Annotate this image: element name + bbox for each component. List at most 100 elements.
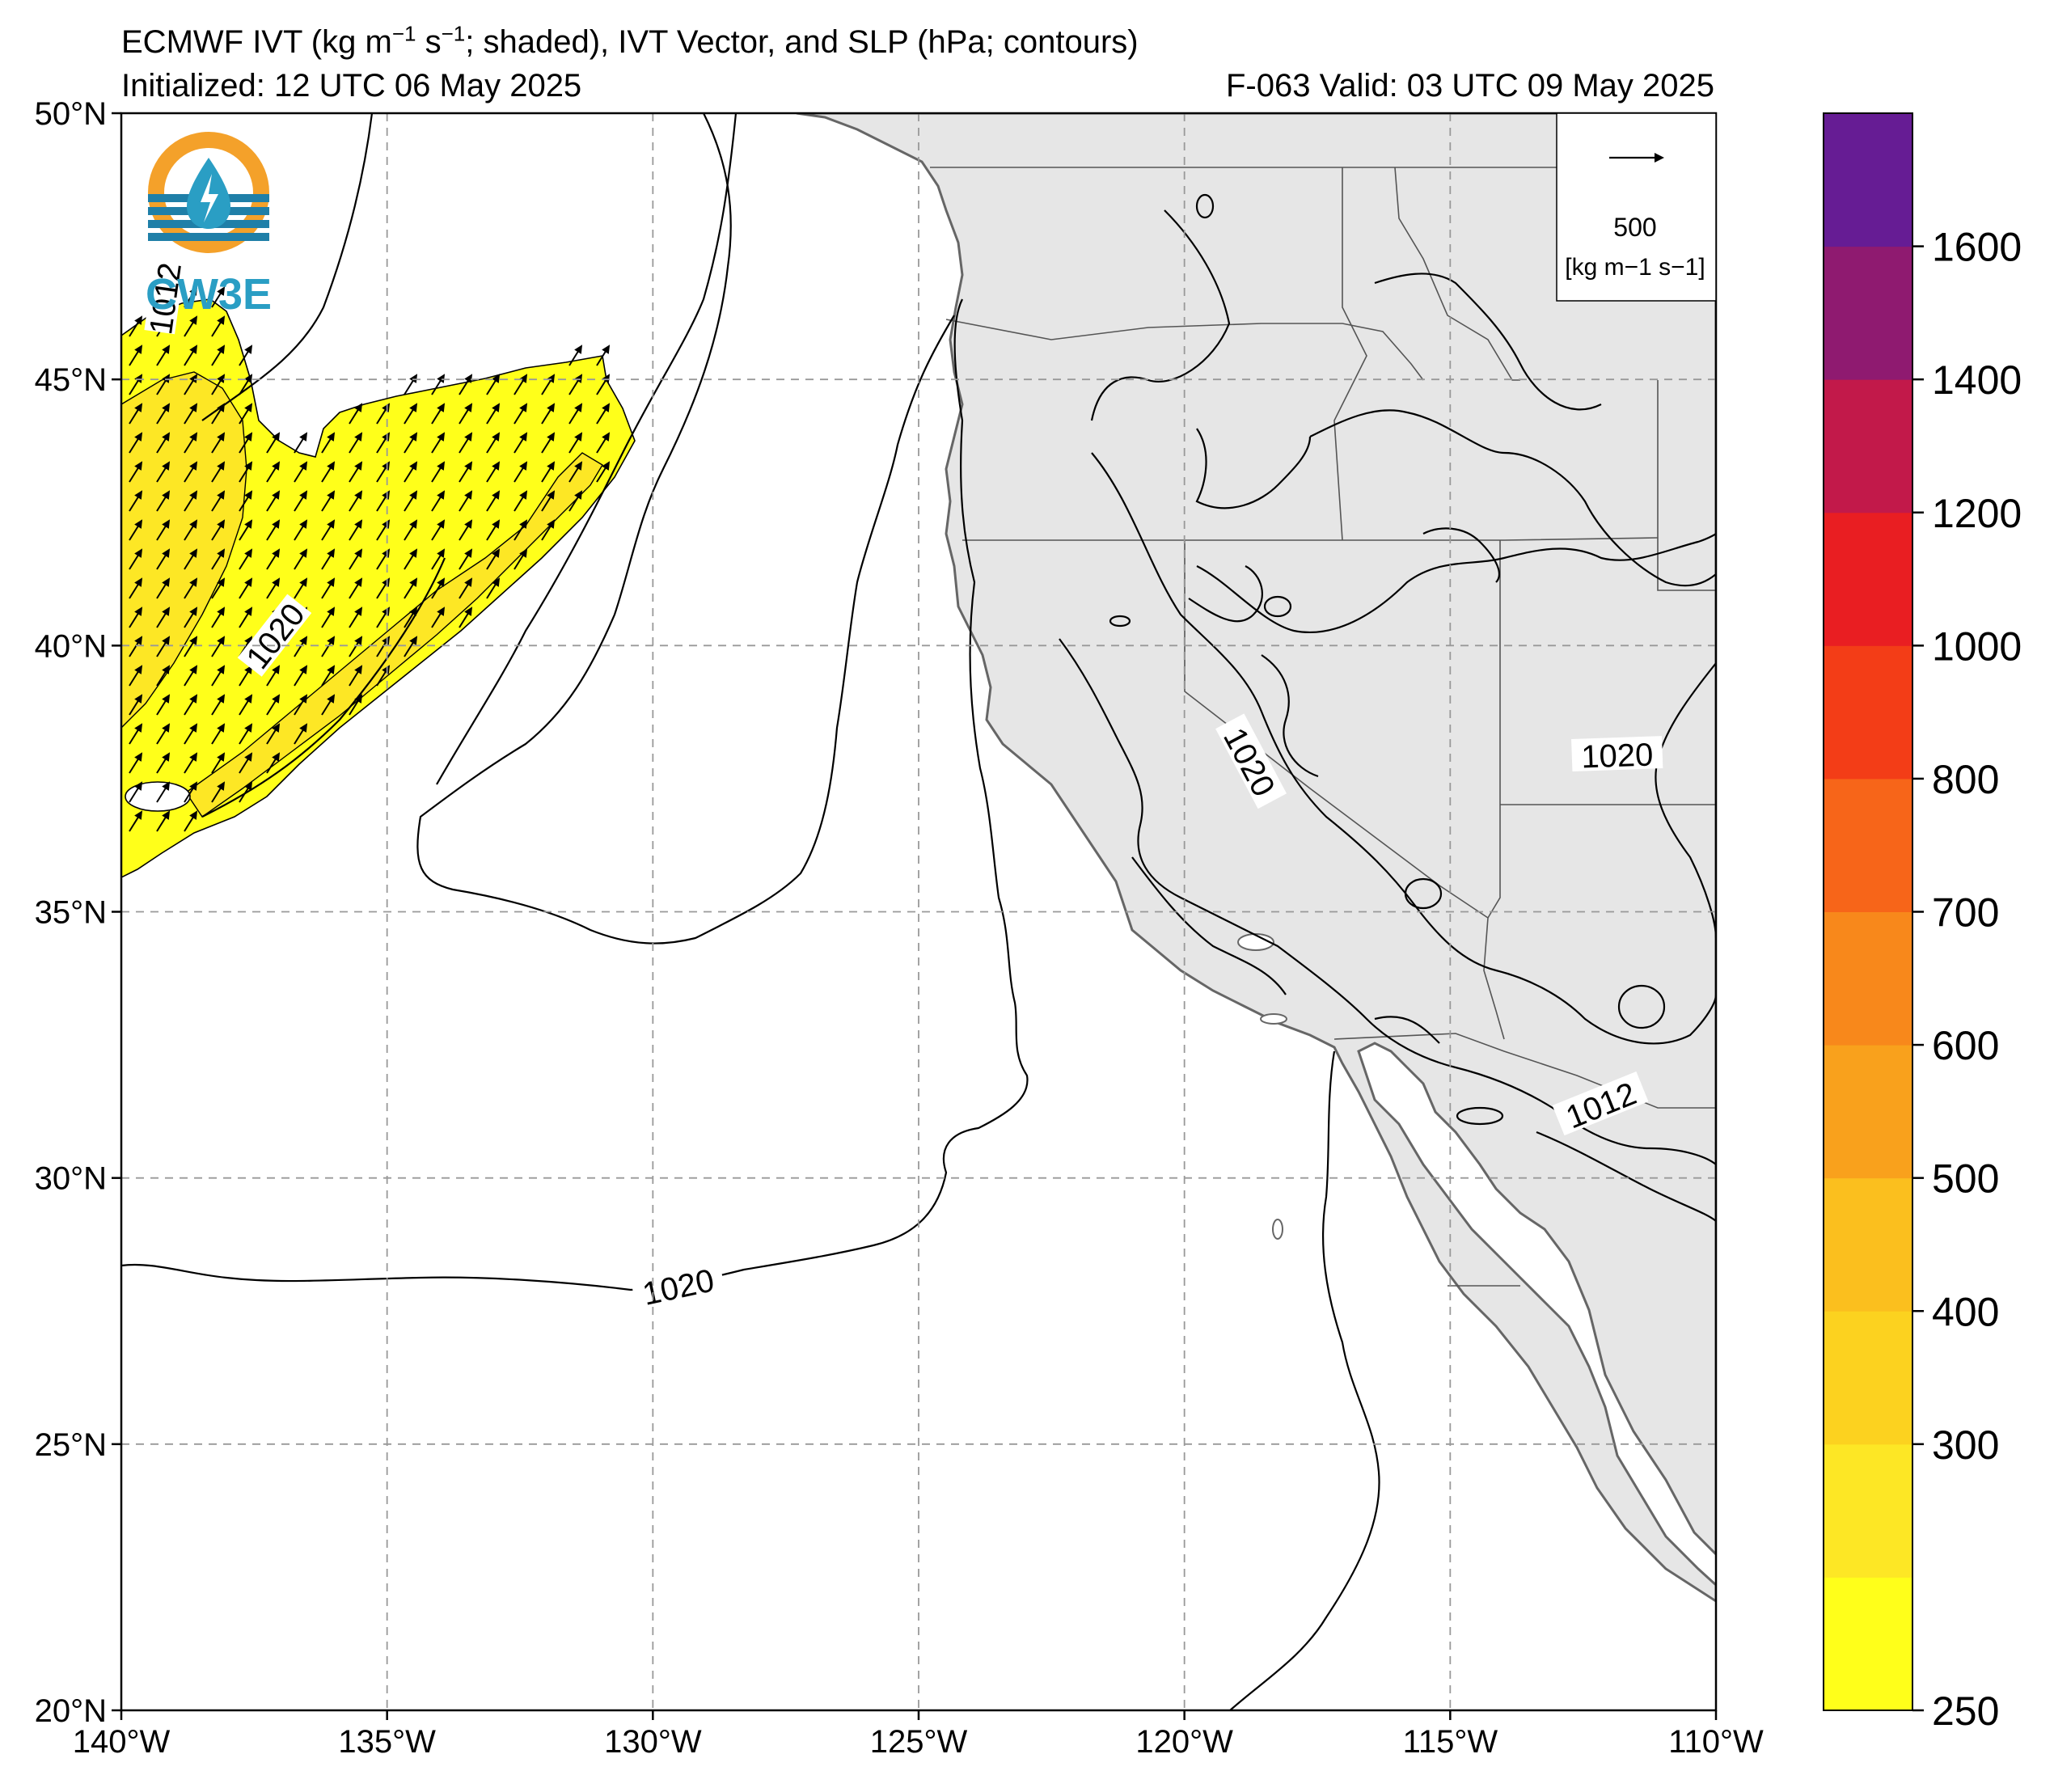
slp-contour-line: [1059, 638, 1716, 1165]
ivt-vector-head: [134, 432, 143, 442]
ivt-vector-head: [189, 374, 198, 383]
slp-contour-line: [201, 557, 446, 818]
title-text: s: [416, 24, 442, 60]
title-text: ; shaded), IVT Vector, and SLP (hPa; con…: [465, 24, 1139, 60]
slp-contour-line: [1090, 209, 1231, 421]
channel-island: [1237, 933, 1274, 951]
slp-contour-line: [1456, 1106, 1504, 1126]
ivt-vector-head: [299, 490, 308, 500]
ivt-vector-head: [189, 752, 198, 762]
ivt-vector-head: [134, 752, 143, 762]
ivt-vector-head: [354, 577, 363, 587]
colorbar-segment: [1824, 512, 1912, 646]
ivt-vector-head: [189, 490, 198, 500]
ivt-vector-head: [217, 519, 226, 529]
ivt-vector-head: [464, 432, 473, 442]
map-title: ECMWF IVT (kg m−1 s−1; shaded), IVT Vect…: [121, 21, 1139, 61]
reference-vector-box: 500 [kg m−1 s−1]: [1556, 112, 1717, 302]
colorbar-tick-label: 1400: [1932, 357, 2022, 403]
ivt-vector-head: [134, 519, 143, 529]
lon-label: 125°W: [870, 1724, 968, 1760]
ivt-vector-head: [354, 665, 363, 674]
ivt-hole: [125, 781, 191, 812]
ivt-vector-head: [409, 606, 418, 616]
ivt-vector-head: [162, 752, 171, 762]
ivt-vector-head: [189, 781, 198, 791]
ivt-vector-head: [299, 519, 308, 529]
slp-contour-line: [1131, 856, 1287, 995]
colorbar-tick-label: 1200: [1932, 491, 2022, 536]
ivt-vector-head: [244, 344, 253, 354]
axis-ticks: [112, 112, 1718, 1720]
colorbar-segment: [1824, 778, 1912, 912]
ivt-vector-head: [547, 490, 556, 500]
ivt-vector-head: [519, 403, 528, 412]
ivt-vector-head: [354, 548, 363, 558]
ivt-vector-head: [189, 548, 198, 558]
ivt-vector-head: [162, 432, 171, 442]
ivt-vector-head: [217, 606, 226, 616]
ivt-vector-head: [272, 577, 281, 587]
lon-label: 130°W: [604, 1724, 702, 1760]
ivt-vector-head: [189, 286, 198, 296]
ivt-vector-head: [217, 432, 226, 442]
ivt-vector-head: [134, 374, 143, 383]
ivt-vector-head: [134, 723, 143, 733]
ivt-vector-head: [244, 665, 253, 674]
ivt-vector-head: [437, 548, 446, 558]
ivt-vector-head: [492, 374, 501, 383]
ivt-vector-head: [244, 519, 253, 529]
colorbar-ticks: 1600 1400 1200 1000 800 700 600 500 400 300 250: [1912, 225, 2022, 1734]
ivt-vector-head: [244, 461, 253, 471]
ivt-vector-head: [327, 665, 336, 674]
colorbar-tick-label: 700: [1932, 890, 1999, 936]
lon-label: 140°W: [73, 1724, 171, 1760]
ivt-vector-head: [299, 548, 308, 558]
slp-contour-line: [1422, 527, 1500, 583]
ivt-vector-head: [409, 548, 418, 558]
ivt-vector-head: [217, 344, 226, 354]
ivt-vector-head: [162, 490, 171, 500]
lat-label: 20°N: [35, 1693, 107, 1729]
title-exponent: −1: [441, 21, 466, 46]
ivt-vector-head: [574, 403, 583, 412]
ivt-vector-head: [217, 286, 226, 296]
lon-label: 135°W: [338, 1724, 436, 1760]
lat-label: 30°N: [35, 1161, 107, 1197]
ivt-vector-head: [519, 490, 528, 500]
slp-contour-line: [1374, 1016, 1440, 1044]
ivt-vector-head: [492, 432, 501, 442]
ivt-vector-head: [519, 548, 528, 558]
latitude-labels: 50°N 45°N 40°N 35°N 30°N 25°N 20°N: [35, 96, 107, 1729]
ivt-vector-head: [437, 519, 446, 529]
ivt-vector-head: [272, 694, 281, 704]
ivt-vector-head: [409, 577, 418, 587]
colorbar-tick-label: 1000: [1932, 623, 2022, 669]
slp-contour-line: [1228, 1050, 1380, 1710]
guadalupe-island: [1272, 1219, 1283, 1240]
ivt-vector-head: [162, 781, 171, 791]
ivt-vector-head: [134, 636, 143, 645]
ivt-vector-head: [464, 577, 473, 587]
ivt-vector-head: [189, 344, 198, 354]
ivt-vector-head: [547, 432, 556, 442]
ivt-vector-head: [327, 577, 336, 587]
ivt-vector-head: [299, 723, 308, 733]
slp-contour-line: [1655, 662, 1716, 939]
ivt-vector-head: [299, 461, 308, 471]
ivt-vector-head: [354, 636, 363, 645]
colorbar-segment: [1824, 113, 1912, 247]
land-mass: [796, 113, 1716, 1603]
ivt-vector-head: [134, 694, 143, 704]
ivt-vector-head: [409, 461, 418, 471]
wyoming-border: [1657, 380, 1716, 591]
ivt-vector-head: [327, 548, 336, 558]
ivt-vector-head: [464, 548, 473, 558]
ivt-vector-head: [162, 694, 171, 704]
ivt-vector-head: [189, 519, 198, 529]
ivt-vector-head: [162, 374, 171, 383]
ivt-vector-head: [437, 432, 446, 442]
ivt-vector-head: [134, 344, 143, 354]
ivt-vector-head: [189, 315, 198, 325]
slp-contour-line: [1263, 595, 1292, 618]
